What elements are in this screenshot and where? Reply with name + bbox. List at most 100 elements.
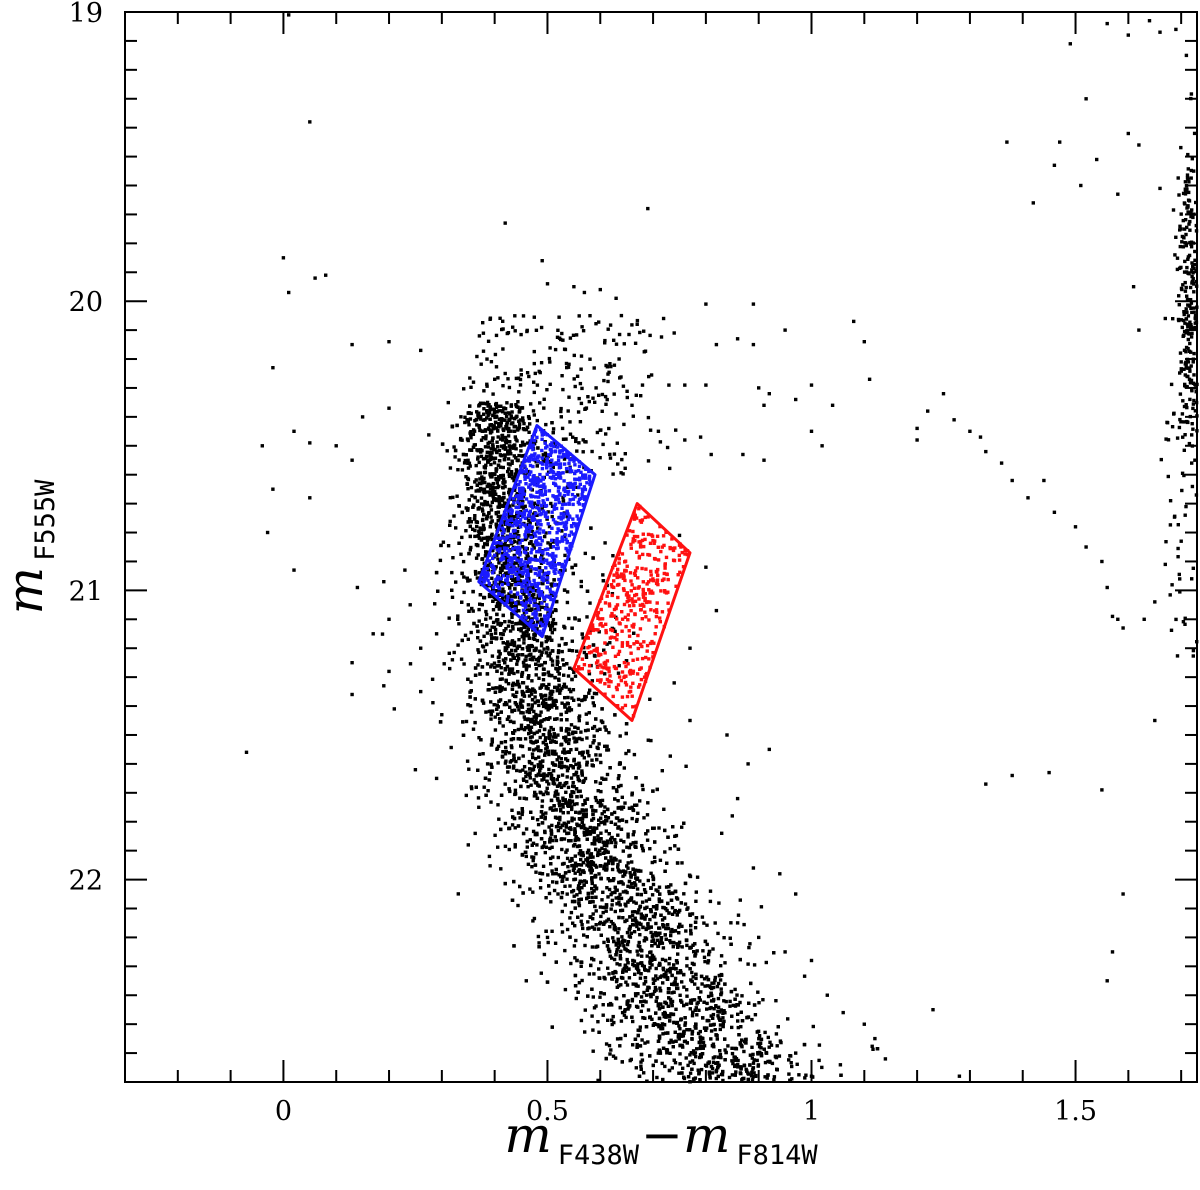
data-point — [480, 603, 484, 607]
data-point — [543, 751, 548, 755]
data-point — [517, 621, 521, 626]
data-point — [639, 1052, 644, 1057]
data-point — [490, 625, 494, 629]
data-point — [582, 833, 587, 837]
data-point — [516, 704, 520, 709]
data-point — [604, 829, 608, 833]
data-point — [653, 985, 658, 990]
data-point — [626, 1007, 630, 1011]
data-point — [490, 737, 494, 741]
data-point — [664, 970, 668, 974]
data-point — [512, 656, 516, 660]
data-point — [567, 687, 572, 692]
data-point — [538, 871, 542, 875]
data-point — [668, 1051, 672, 1055]
data-point — [512, 720, 516, 725]
data-point — [666, 1031, 670, 1035]
data-point — [520, 812, 524, 817]
data-point — [504, 657, 508, 661]
data-point — [596, 789, 600, 793]
data-point — [531, 767, 535, 772]
data-point — [626, 835, 630, 839]
data-point — [523, 599, 527, 603]
data-point — [553, 703, 557, 707]
data-point — [520, 689, 524, 694]
data-point — [678, 969, 683, 973]
data-point — [668, 970, 672, 974]
data-point — [564, 735, 568, 739]
data-point — [603, 822, 607, 826]
data-point — [472, 517, 477, 521]
data-point — [563, 705, 567, 709]
data-point — [651, 882, 656, 887]
data-point — [583, 798, 587, 803]
data-point — [470, 606, 474, 611]
data-point — [484, 793, 488, 797]
data-point — [660, 769, 664, 773]
data-point — [507, 444, 512, 448]
data-point — [587, 672, 592, 676]
data-point — [513, 595, 518, 599]
data-point — [580, 886, 584, 890]
data-point — [757, 1036, 761, 1041]
data-point — [585, 736, 589, 740]
data-point — [548, 806, 552, 811]
data-point — [498, 686, 502, 690]
data-point — [542, 667, 546, 671]
data-point — [559, 757, 563, 761]
data-point — [447, 651, 451, 655]
data-point — [632, 900, 636, 904]
data-point — [711, 1016, 715, 1020]
data-point — [489, 584, 494, 588]
data-point — [513, 792, 518, 796]
data-point — [666, 968, 670, 973]
data-point — [539, 971, 543, 975]
data-point — [495, 703, 499, 707]
data-point — [614, 841, 618, 845]
data-point — [580, 773, 584, 777]
data-point — [501, 750, 505, 754]
data-point — [693, 982, 697, 986]
data-point — [685, 964, 689, 968]
data-point — [706, 977, 711, 982]
data-point — [473, 534, 477, 539]
data-point — [669, 930, 673, 934]
data-point — [585, 827, 590, 831]
data-point — [637, 908, 641, 912]
data-point — [510, 687, 515, 691]
data-point — [709, 1064, 714, 1069]
data-point — [713, 978, 717, 983]
data-point — [555, 706, 559, 710]
data-point — [462, 662, 466, 666]
data-point — [651, 905, 656, 909]
data-point — [511, 627, 515, 631]
data-point — [591, 808, 595, 813]
data-point — [527, 664, 531, 668]
data-point — [565, 590, 570, 594]
data-point — [558, 688, 563, 692]
data-point — [501, 438, 505, 442]
data-point — [477, 571, 481, 575]
data-point — [650, 944, 654, 948]
data-point — [711, 1012, 716, 1017]
data-point — [653, 978, 657, 982]
data-point — [533, 632, 537, 636]
data-point — [594, 895, 598, 899]
data-point — [564, 790, 568, 794]
data-point — [502, 491, 506, 496]
data-point — [526, 415, 531, 419]
data-point — [506, 561, 510, 565]
data-point — [554, 960, 558, 964]
data-point — [838, 1063, 843, 1067]
data-point — [710, 1067, 715, 1071]
data-point — [512, 475, 516, 479]
data-point — [624, 731, 628, 736]
data-point — [526, 627, 530, 632]
data-point — [721, 1024, 725, 1029]
data-point — [654, 999, 658, 1003]
data-point — [787, 1072, 791, 1076]
data-point — [614, 970, 618, 975]
data-point — [694, 899, 698, 903]
data-point — [750, 1017, 754, 1022]
data-point — [478, 672, 482, 676]
